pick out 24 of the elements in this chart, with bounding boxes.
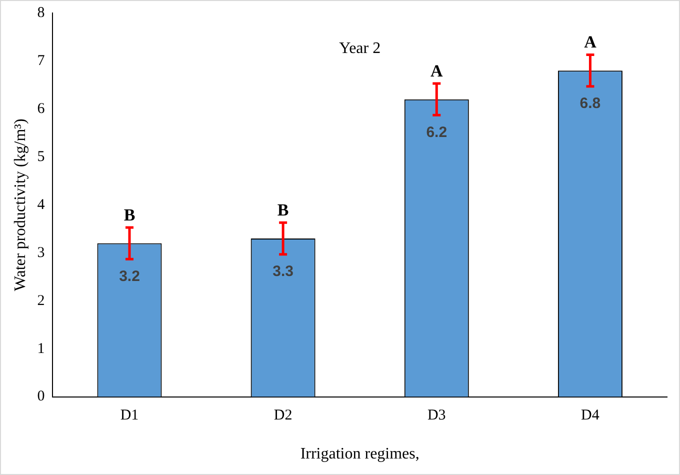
x-tick-label: D1 xyxy=(120,408,139,424)
text: Year 2 xyxy=(339,40,381,58)
data-label: 6.2 xyxy=(426,124,448,141)
y-tick-label: 5 xyxy=(37,148,45,165)
x-axis-title: Irrigation regimes, xyxy=(300,446,420,463)
y-tick-label: 8 xyxy=(37,4,45,21)
y-tick-label: 1 xyxy=(37,340,45,357)
data-label: 3.3 xyxy=(272,263,294,280)
x-tick-label: D4 xyxy=(581,408,600,424)
y-axis-title: Water productivity (kg/m³) xyxy=(12,118,29,292)
y-tick-label: 7 xyxy=(37,52,46,69)
y-tick-label: 2 xyxy=(37,292,45,309)
data-label: 6.8 xyxy=(580,95,601,112)
y-tick-label: 6 xyxy=(37,100,46,117)
y-tick-label: 0 xyxy=(37,388,45,405)
annotation: B xyxy=(277,200,289,220)
annotation: A xyxy=(430,61,444,80)
y-tick-label: 4 xyxy=(37,196,46,213)
x-tick-label: D3 xyxy=(427,408,446,424)
annotation: A xyxy=(584,32,598,52)
y-tick-label: 3 xyxy=(37,244,45,261)
x-tick-label: D2 xyxy=(274,408,292,424)
annotation: B xyxy=(124,205,136,224)
data-label: 3.2 xyxy=(119,268,140,285)
